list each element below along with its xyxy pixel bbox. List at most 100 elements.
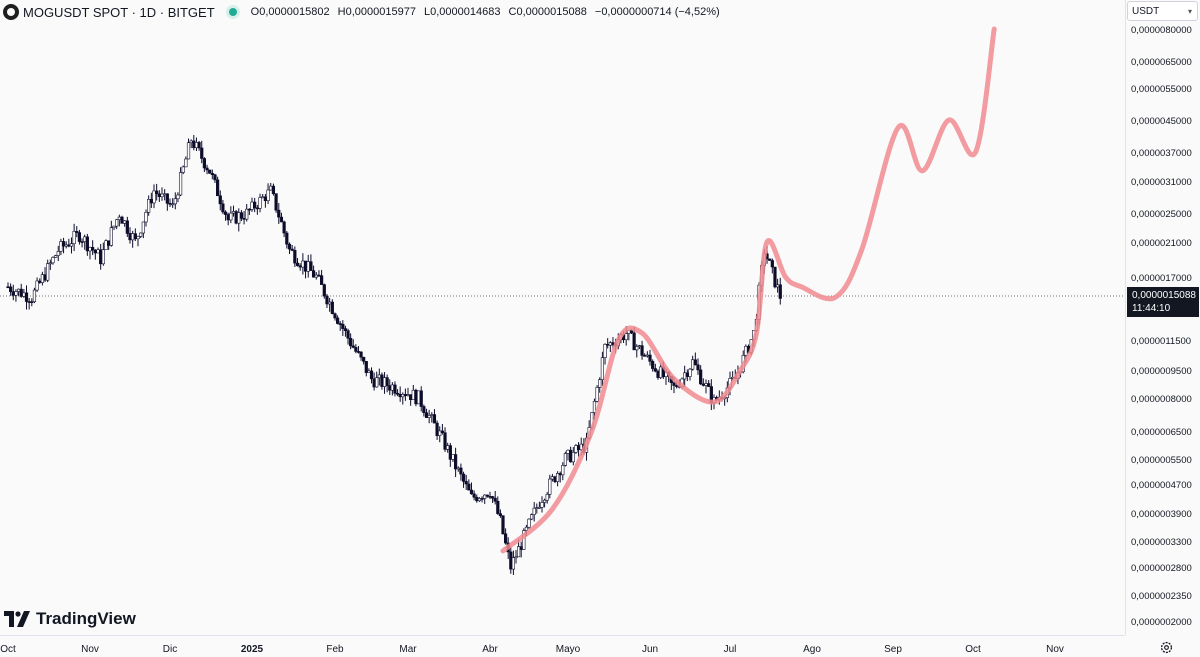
time-tick-label: Nov <box>1046 644 1064 655</box>
candle <box>178 172 183 196</box>
candle <box>699 369 703 385</box>
price-tick-label: 0,0000008000 <box>1131 394 1192 405</box>
candle <box>24 292 29 302</box>
candle <box>72 231 76 244</box>
candle <box>519 546 523 550</box>
currency-label: USDT <box>1132 6 1160 17</box>
candle <box>322 284 326 297</box>
high-value: H0,0000015977 <box>337 6 416 18</box>
candle <box>239 212 244 219</box>
candle <box>133 233 137 240</box>
candle <box>54 255 58 258</box>
candle <box>643 355 647 357</box>
candle <box>155 190 159 195</box>
candle <box>707 383 711 387</box>
candle <box>377 374 381 379</box>
candle <box>328 301 332 305</box>
candle <box>553 476 557 482</box>
candle <box>356 351 361 353</box>
candle <box>107 240 111 246</box>
currency-select[interactable]: USDT ▾ <box>1127 1 1198 21</box>
candle <box>603 343 607 358</box>
candle <box>274 193 278 211</box>
candle <box>375 377 379 388</box>
candle <box>411 389 415 401</box>
time-tick-label: Sep <box>884 644 902 655</box>
candle <box>398 393 402 398</box>
candle <box>388 385 392 391</box>
candle <box>563 453 567 466</box>
candle <box>592 400 597 413</box>
candle <box>483 494 487 499</box>
change-value: −0,0000000714 (−4,52%) <box>594 6 720 18</box>
candle <box>306 261 310 272</box>
candle <box>295 262 300 267</box>
market-status-icon[interactable] <box>228 8 237 16</box>
candle <box>409 394 413 401</box>
candle <box>141 221 145 234</box>
candle <box>477 498 482 502</box>
candle <box>279 216 284 223</box>
candle <box>9 286 13 292</box>
candle <box>147 199 151 213</box>
price-tick-label: 0,0000004700 <box>1131 480 1192 491</box>
candle <box>40 274 44 283</box>
candle <box>237 212 241 224</box>
tradingview-logo[interactable]: TradingView <box>4 609 136 629</box>
candle <box>640 345 644 356</box>
candle <box>776 284 780 288</box>
candle <box>606 343 610 346</box>
candle <box>744 345 748 356</box>
candle <box>704 383 708 386</box>
candle <box>480 498 484 500</box>
candle <box>168 203 172 205</box>
candle <box>561 465 565 476</box>
candle <box>333 313 337 319</box>
candle <box>637 345 642 347</box>
gear-icon[interactable] <box>1160 641 1173 654</box>
candle <box>427 415 431 418</box>
candle <box>403 394 407 396</box>
candle <box>56 251 60 256</box>
last-price-badge: 0,0000015088 11:44:10 <box>1127 287 1199 317</box>
candle <box>160 193 164 197</box>
candle <box>290 248 294 251</box>
candle <box>205 167 209 171</box>
candle <box>693 359 697 366</box>
open-value: O0,0000015802 <box>250 6 330 18</box>
candle <box>351 345 355 348</box>
candle <box>67 244 71 247</box>
candle <box>338 323 342 325</box>
candle <box>263 196 267 202</box>
candle <box>768 258 772 261</box>
symbol-title[interactable]: MOGUSDT SPOT · 1D · BITGET <box>23 4 215 20</box>
candle <box>595 387 599 402</box>
candle <box>176 194 180 200</box>
candle <box>645 354 649 357</box>
candle <box>367 370 371 373</box>
candle <box>157 193 161 197</box>
time-axis[interactable]: Oct Nov Dic 2025 Feb Mar Abr Mayo Jun Jul Ago Sep Oc… <box>0 635 1200 657</box>
candle <box>683 372 687 380</box>
mog-coin-icon <box>3 4 19 20</box>
candle <box>354 347 358 352</box>
candle <box>298 265 302 268</box>
candle <box>419 390 423 407</box>
candle <box>194 142 199 149</box>
candle <box>566 449 570 454</box>
close-value: C0,0000015088 <box>508 6 587 18</box>
candle <box>488 496 492 498</box>
candle <box>317 274 321 277</box>
bar-countdown: 11:44:10 <box>1132 303 1171 314</box>
candle <box>104 240 108 251</box>
price-tick-label: 0,0000045000 <box>1131 116 1192 127</box>
price-axis[interactable]: 0,0000080000 0,0000065000 0,0000055000 0,00… <box>1125 0 1200 635</box>
candle <box>35 280 39 291</box>
price-tick-label: 0,0000006500 <box>1131 427 1192 438</box>
candle <box>651 361 655 369</box>
candle <box>6 286 10 289</box>
candle <box>459 467 463 475</box>
candle <box>266 189 270 202</box>
candle <box>498 513 503 517</box>
